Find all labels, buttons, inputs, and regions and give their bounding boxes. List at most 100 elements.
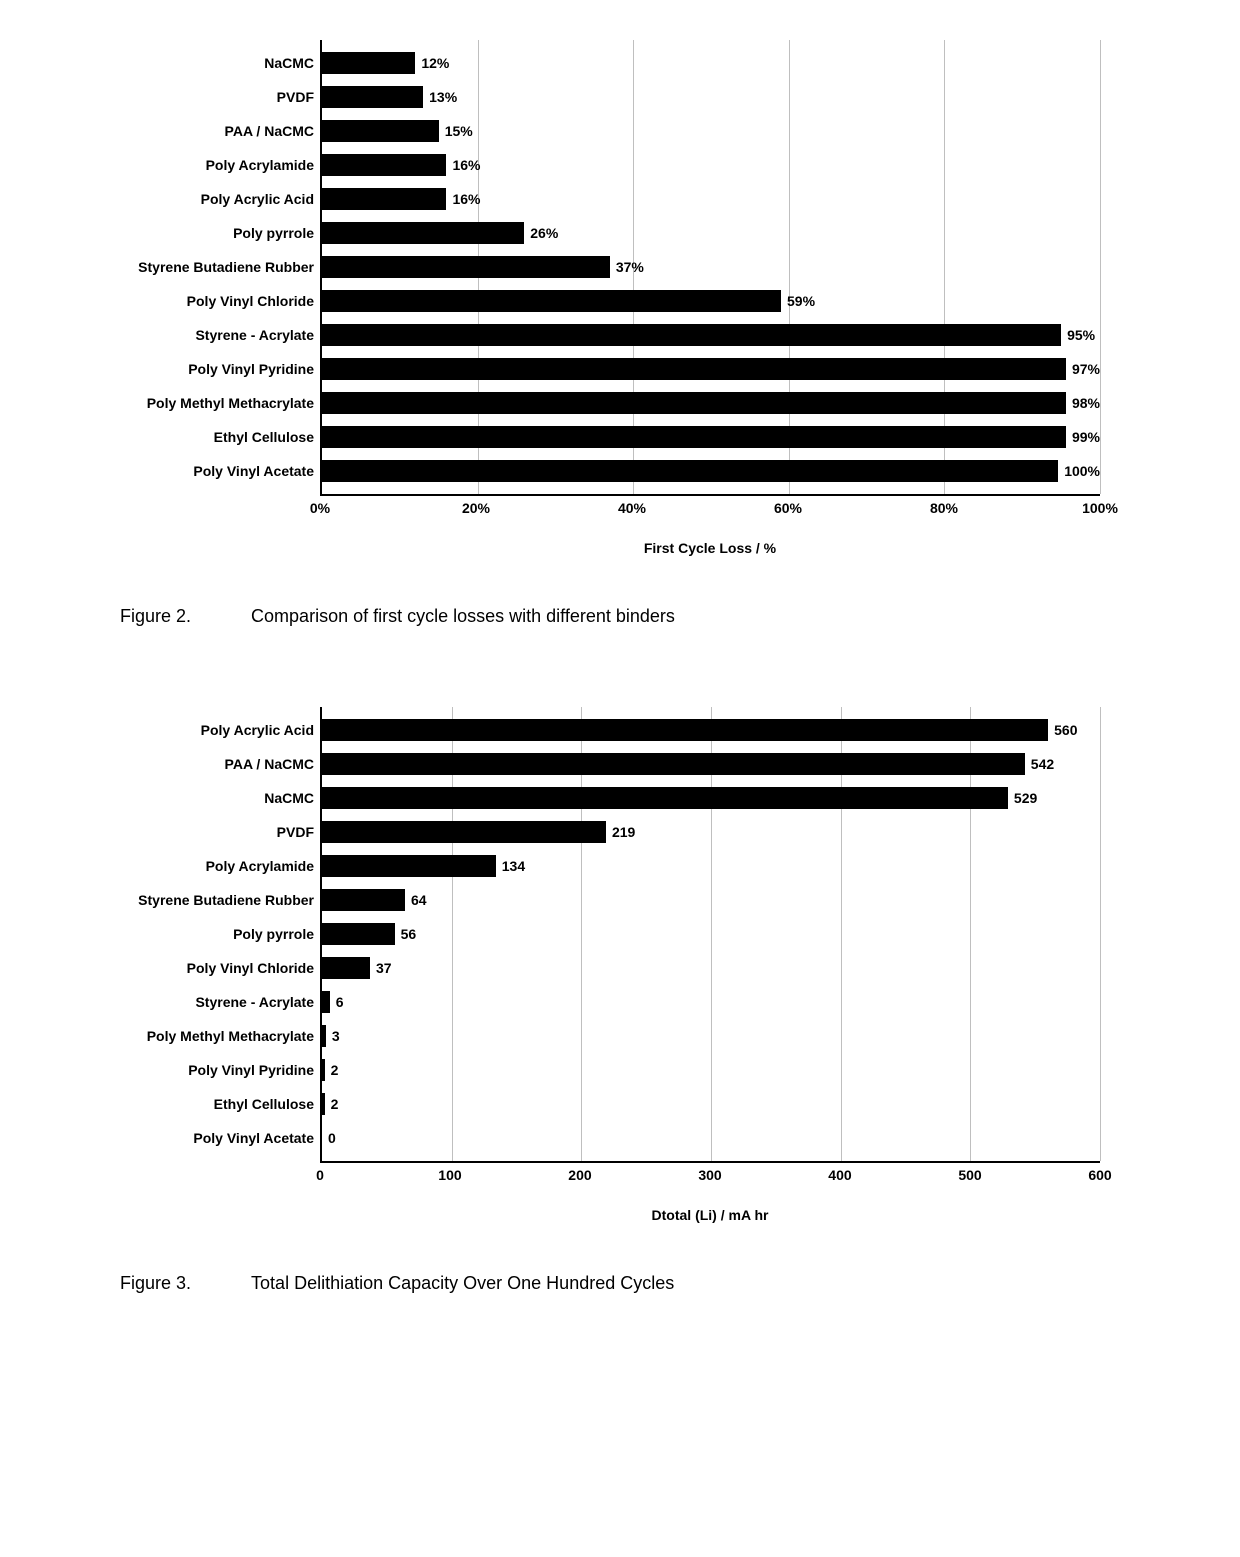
fig2-bar-value: 12% (415, 55, 449, 71)
fig3-bar-row: Poly Vinyl Chloride37 (322, 951, 1100, 985)
figure-2-caption-label: Figure 2. (120, 606, 191, 627)
fig2-bar-value: 15% (439, 123, 473, 139)
fig2-category-label: Ethyl Cellulose (214, 429, 322, 445)
fig3-bar (322, 753, 1025, 775)
fig3-x-tick-label: 400 (828, 1167, 851, 1183)
fig2-x-tick-label: 0% (310, 500, 330, 516)
fig3-bar (322, 787, 1008, 809)
fig3-bar-row: Ethyl Cellulose2 (322, 1087, 1100, 1121)
fig3-bar (322, 855, 496, 877)
fig2-category-label: NaCMC (264, 55, 322, 71)
fig3-bar-value: 64 (405, 892, 427, 908)
fig2-category-label: Poly Vinyl Chloride (187, 293, 322, 309)
fig2-bar-row: PVDF13% (322, 80, 1100, 114)
fig2-bar (322, 120, 439, 142)
fig3-bar-row: Styrene Butadiene Rubber64 (322, 883, 1100, 917)
fig2-bar (322, 460, 1058, 482)
fig2-category-label: Poly Vinyl Pyridine (188, 361, 322, 377)
fig3-category-label: Poly Vinyl Chloride (187, 960, 322, 976)
fig2-bar-row: Poly Acrylamide16% (322, 148, 1100, 182)
fig3-bar-value: 3 (326, 1028, 340, 1044)
fig3-bar-value: 37 (370, 960, 392, 976)
fig3-category-label: NaCMC (264, 790, 322, 806)
fig3-bar-row: Poly Acrylamide134 (322, 849, 1100, 883)
fig2-x-tick-label: 20% (462, 500, 490, 516)
fig2-bar-row: Poly Acrylic Acid16% (322, 182, 1100, 216)
fig2-x-tick-label: 80% (930, 500, 958, 516)
fig3-gridline (1100, 707, 1101, 1161)
fig3-category-label: Styrene Butadiene Rubber (138, 892, 322, 908)
fig3-x-tick-label: 100 (438, 1167, 461, 1183)
figure-3: Poly Acrylic Acid560PAA / NaCMC542NaCMC5… (60, 707, 1180, 1294)
fig2-bar-row: NaCMC12% (322, 46, 1100, 80)
fig2-category-label: Poly pyrrole (233, 225, 322, 241)
fig3-category-label: Styrene - Acrylate (195, 994, 322, 1010)
fig2-category-label: PAA / NaCMC (225, 123, 322, 139)
fig2-bar-row: Styrene Butadiene Rubber37% (322, 250, 1100, 284)
figure-3-chart: Poly Acrylic Acid560PAA / NaCMC542NaCMC5… (320, 707, 1100, 1223)
fig3-bar-row: Poly Methyl Methacrylate3 (322, 1019, 1100, 1053)
fig3-bar-value: 6 (330, 994, 344, 1010)
fig2-bar (322, 358, 1066, 380)
fig3-category-label: Poly pyrrole (233, 926, 322, 942)
fig2-bar-value: 99% (1066, 429, 1100, 445)
fig2-category-label: Poly Vinyl Acetate (193, 463, 322, 479)
fig3-x-tick-label: 600 (1088, 1167, 1111, 1183)
fig2-bar (322, 222, 524, 244)
figure-2-chart: NaCMC12%PVDF13%PAA / NaCMC15%Poly Acryla… (320, 40, 1100, 556)
fig3-category-label: PVDF (277, 824, 322, 840)
fig3-x-tick-label: 200 (568, 1167, 591, 1183)
fig2-bar (322, 426, 1066, 448)
fig3-bar-row: Poly Acrylic Acid560 (322, 713, 1100, 747)
fig2-category-label: Poly Methyl Methacrylate (147, 395, 322, 411)
fig2-bar-row: Ethyl Cellulose99% (322, 420, 1100, 454)
figure-3-caption-label: Figure 3. (120, 1273, 191, 1294)
fig3-x-axis-title: Dtotal (Li) / mA hr (320, 1207, 1100, 1223)
fig3-x-tick-label: 0 (316, 1167, 324, 1183)
fig3-bar-value: 2 (325, 1096, 339, 1112)
figure-2: NaCMC12%PVDF13%PAA / NaCMC15%Poly Acryla… (60, 40, 1180, 627)
fig2-bar-value: 100% (1058, 463, 1100, 479)
figure-3-caption: Figure 3. Total Delithiation Capacity Ov… (60, 1273, 1180, 1294)
fig3-bar (322, 889, 405, 911)
fig3-x-tick-label: 300 (698, 1167, 721, 1183)
fig2-bar-row: Poly pyrrole26% (322, 216, 1100, 250)
fig2-bar-value: 26% (524, 225, 558, 241)
fig2-bar (322, 188, 446, 210)
fig3-x-ticks: 0100200300400500600 (320, 1163, 1100, 1183)
fig2-bar-value: 97% (1066, 361, 1100, 377)
fig3-category-label: Poly Acrylic Acid (201, 722, 322, 738)
fig2-x-tick-label: 60% (774, 500, 802, 516)
fig3-bar-value: 529 (1008, 790, 1037, 806)
fig2-x-tick-label: 100% (1082, 500, 1118, 516)
fig3-plot-area: Poly Acrylic Acid560PAA / NaCMC542NaCMC5… (320, 707, 1100, 1163)
fig3-bar-row: Poly Vinyl Pyridine2 (322, 1053, 1100, 1087)
fig3-x-tick-label: 500 (958, 1167, 981, 1183)
figure-3-caption-text: Total Delithiation Capacity Over One Hun… (251, 1273, 674, 1294)
figure-2-caption: Figure 2. Comparison of first cycle loss… (60, 606, 1180, 627)
fig3-category-label: Poly Methyl Methacrylate (147, 1028, 322, 1044)
fig2-bar-row: Poly Vinyl Chloride59% (322, 284, 1100, 318)
fig3-bar-value: 560 (1048, 722, 1077, 738)
fig3-bar-value: 0 (322, 1130, 336, 1146)
fig3-bar-row: PVDF219 (322, 815, 1100, 849)
fig3-category-label: Poly Vinyl Acetate (193, 1130, 322, 1146)
fig3-bar-value: 134 (496, 858, 525, 874)
fig2-category-label: PVDF (277, 89, 322, 105)
fig2-x-ticks: 0%20%40%60%80%100% (320, 496, 1100, 516)
fig2-bar (322, 256, 610, 278)
fig3-category-label: Ethyl Cellulose (214, 1096, 322, 1112)
fig2-x-tick-label: 40% (618, 500, 646, 516)
fig2-bar (322, 290, 781, 312)
fig3-bar (322, 821, 606, 843)
fig2-bar-row: PAA / NaCMC15% (322, 114, 1100, 148)
fig3-bar-row: Styrene - Acrylate6 (322, 985, 1100, 1019)
fig3-bar (322, 991, 330, 1013)
fig3-category-label: Poly Vinyl Pyridine (188, 1062, 322, 1078)
fig2-bar-row: Poly Vinyl Acetate100% (322, 454, 1100, 488)
fig3-bar-row: Poly pyrrole56 (322, 917, 1100, 951)
fig3-bar (322, 719, 1048, 741)
fig2-bar (322, 392, 1066, 414)
fig3-category-label: PAA / NaCMC (225, 756, 322, 772)
fig2-gridline (1100, 40, 1101, 494)
